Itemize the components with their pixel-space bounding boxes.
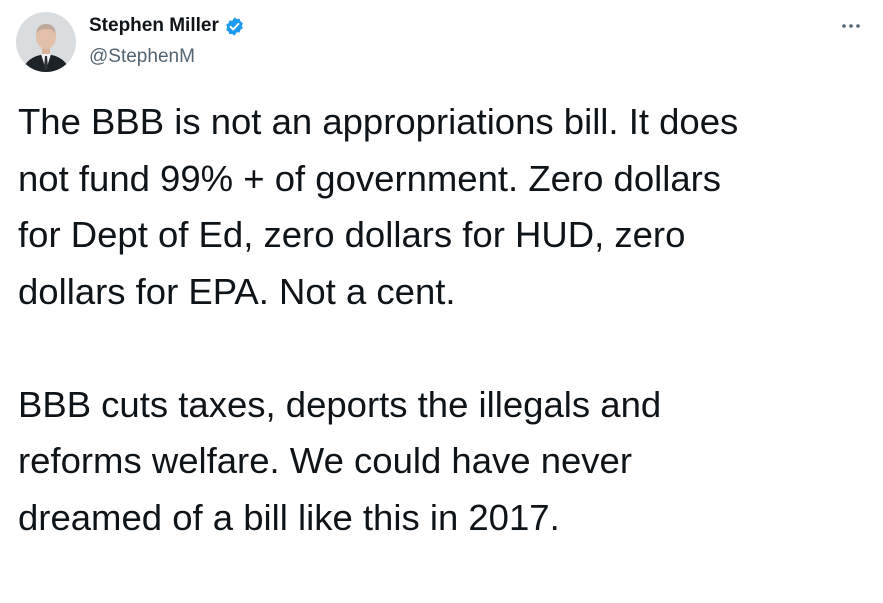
avatar[interactable] [16,12,76,72]
text-line: for Dept of Ed, zero dollars for HUD, ze… [18,214,686,255]
author-name-row: Stephen Miller [89,15,245,37]
more-button[interactable] [839,14,863,38]
text-line: not fund 99% + of government. Zero dolla… [18,157,722,199]
author-handle[interactable]: @StephenM [89,46,195,67]
author-name[interactable]: Stephen Miller [89,15,219,36]
paragraph: BBB cuts taxes, deports the illegals and… [18,377,878,547]
text-line: dollars for EPA. Not a cent. [18,270,456,312]
tweet-text: The BBB is not an appropriations bill. I… [18,94,878,603]
paragraph: The BBB is not an appropriations bill. I… [18,94,878,320]
text-line: The BBB is not an appropriations bill. I… [18,101,739,142]
text-line: reforms welfare. We could have never [18,440,633,481]
text-line: BBB cuts taxes, deports the illegals and [18,383,662,425]
verified-badge [226,16,243,36]
tweet-page: Stephen Miller @StephenM The BBB is not … [16,12,863,538]
text-line: dreamed of a bill like this in 2017. [18,496,560,538]
